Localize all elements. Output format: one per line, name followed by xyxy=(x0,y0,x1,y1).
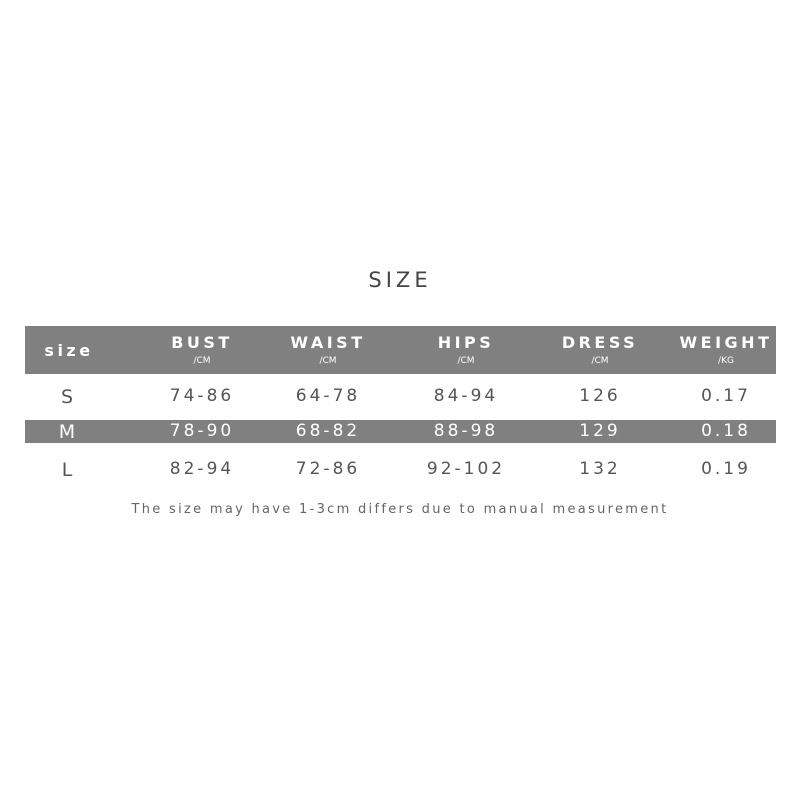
header-waist: WAIST/CM xyxy=(290,333,366,366)
value-cell: 74-86 xyxy=(169,386,235,406)
highlight-band xyxy=(25,420,776,443)
value-cell: 68-82 xyxy=(295,421,361,441)
header-weight: WEIGHT/KG xyxy=(679,333,773,366)
measurement-note: The size may have 1-3cm differs due to m… xyxy=(131,502,669,517)
value-cell: 88-98 xyxy=(433,421,499,441)
value-cell: 72-86 xyxy=(295,459,361,479)
value-cell: 64-78 xyxy=(295,386,361,406)
size-cell: L xyxy=(61,459,73,481)
size-cell: S xyxy=(60,386,74,408)
header-size: size xyxy=(44,341,94,360)
size-cell: M xyxy=(58,421,76,443)
value-cell: 0.19 xyxy=(701,459,751,479)
header-bust: BUST/CM xyxy=(171,333,233,366)
value-cell: 82-94 xyxy=(169,459,235,479)
value-cell: 78-90 xyxy=(169,421,235,441)
value-cell: 84-94 xyxy=(433,386,499,406)
value-cell: 129 xyxy=(579,421,621,441)
value-cell: 0.17 xyxy=(701,386,751,406)
page-title: SIZE xyxy=(368,268,432,292)
value-cell: 126 xyxy=(579,386,621,406)
value-cell: 0.18 xyxy=(701,421,751,441)
header-hips: HIPS/CM xyxy=(437,333,495,366)
value-cell: 132 xyxy=(579,459,621,479)
value-cell: 92-102 xyxy=(426,459,506,479)
header-band xyxy=(25,326,776,374)
header-dress: DRESS/CM xyxy=(561,333,639,366)
